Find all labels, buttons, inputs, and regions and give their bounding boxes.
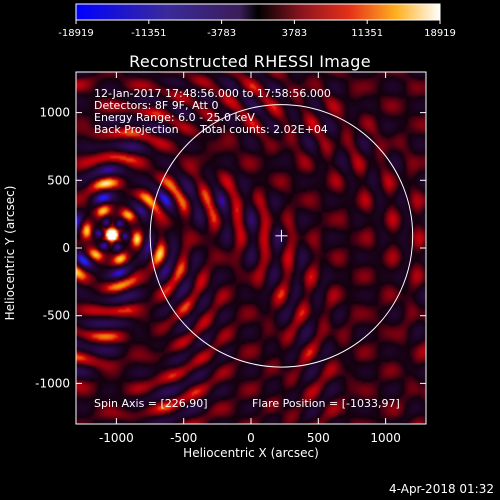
spin-axis-label: Spin Axis = [226,90] [94, 397, 208, 410]
info-line-detectors: Detectors: 8F 9F, Att 0 [94, 99, 219, 112]
axis-ticks [76, 72, 426, 424]
x-tick-label: 500 [307, 431, 330, 445]
plot-title: Reconstructed RHESSI Image [129, 52, 371, 71]
x-axis-label: Heliocentric X (arcsec) [183, 446, 319, 460]
x-tick-label: -1000 [99, 431, 134, 445]
colorbar [75, 3, 441, 21]
y-tick-label: 1000 [39, 106, 70, 120]
colorbar-tick-label: -3783 [207, 28, 236, 39]
info-line-time: 12-Jan-2017 17:48:56.000 to 17:58:56.000 [94, 87, 331, 100]
y-axis-label: Heliocentric Y (arcsec) [3, 185, 17, 321]
flare-position-label: Flare Position = [-1033,97] [252, 397, 400, 410]
colorbar-tick-label: 11351 [351, 28, 383, 39]
heatmap-image [76, 72, 426, 424]
solar-limb-circle [149, 104, 414, 368]
x-tick-label: 1000 [370, 431, 401, 445]
y-tick-label: 500 [47, 173, 70, 187]
colorbar-tick-label: 18919 [424, 28, 456, 39]
info-line-energy: Energy Range: 6.0 - 25.0 keV [94, 111, 255, 124]
timestamp: 4-Apr-2018 01:32 [389, 482, 494, 496]
colorbar-tick-label: -18919 [58, 28, 93, 39]
x-tick-label: 0 [247, 431, 255, 445]
info-line-method: Back Projection [94, 123, 179, 136]
info-line-counts: Total counts: 2.02E+04 [200, 123, 328, 136]
x-tick-label: -500 [170, 431, 197, 445]
axis-tick-labels: -1000 -500 0 500 1000 -1000 -500 0 500 1000 [35, 106, 401, 445]
y-tick-label: -1000 [35, 376, 70, 390]
crosshair-marker [275, 229, 288, 242]
y-tick-label: 0 [62, 241, 70, 255]
colorbar-ticks: -18919 -11351 -3783 3783 11351 18919 [58, 20, 456, 39]
colorbar-tick-label: 3783 [282, 28, 307, 39]
y-tick-label: -500 [43, 309, 70, 323]
colorbar-tick-label: -11351 [131, 28, 166, 39]
